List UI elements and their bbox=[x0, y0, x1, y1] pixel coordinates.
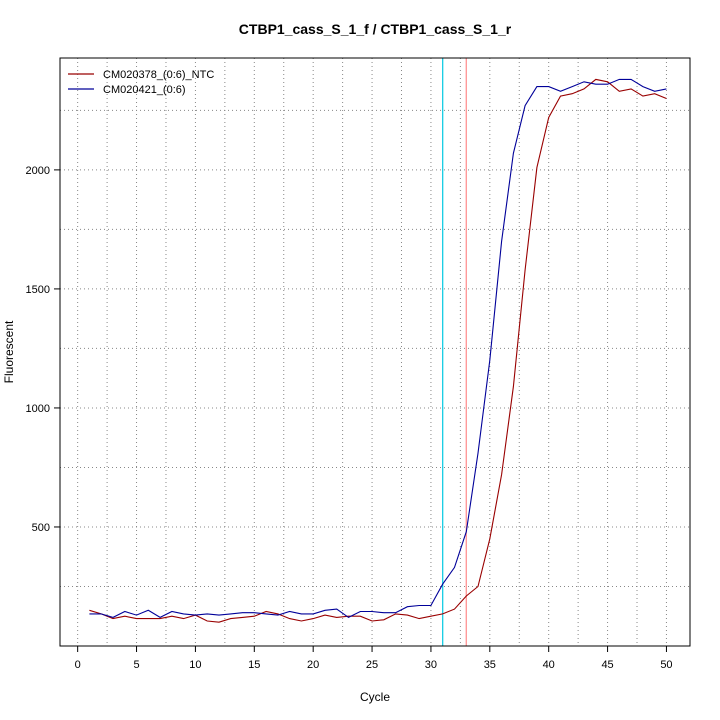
x-tick-label: 5 bbox=[133, 659, 139, 671]
x-tick-label: 45 bbox=[601, 659, 613, 671]
chart-title: CTBP1_cass_S_1_f / CTBP1_cass_S_1_r bbox=[239, 21, 512, 37]
series-line bbox=[89, 78, 667, 623]
x-axis: 0 5 10 15 20 25 30 35 40 45 50 bbox=[75, 646, 673, 671]
x-tick-label: 15 bbox=[248, 659, 260, 671]
x-tick-label: 40 bbox=[543, 659, 555, 671]
x-tick-label: 35 bbox=[484, 659, 496, 671]
series-line bbox=[89, 78, 667, 619]
x-tick-label: 50 bbox=[660, 659, 672, 671]
y-axis-label: Fluorescent bbox=[2, 320, 16, 383]
x-tick-label: 25 bbox=[366, 659, 378, 671]
x-tick-label: 0 bbox=[75, 659, 81, 671]
x-tick-label: 30 bbox=[425, 659, 437, 671]
series-group bbox=[89, 78, 667, 623]
y-tick-label: 2000 bbox=[26, 165, 50, 177]
legend: CM020378_(0:6)_NTC CM020421_(0:6) bbox=[68, 69, 214, 96]
y-tick-label: 1500 bbox=[26, 284, 50, 296]
y-axis: 500 1000 1500 2000 bbox=[26, 165, 60, 534]
plot-frame bbox=[59, 57, 691, 647]
x-tick-label: 20 bbox=[307, 659, 319, 671]
grid bbox=[60, 58, 690, 646]
y-tick-label: 500 bbox=[32, 522, 50, 534]
legend-label: CM020378_(0:6)_NTC bbox=[103, 69, 214, 81]
y-tick-label: 1000 bbox=[26, 403, 50, 415]
threshold-lines bbox=[442, 58, 467, 646]
x-axis-label: Cycle bbox=[360, 690, 390, 704]
legend-label: CM020421_(0:6) bbox=[103, 84, 186, 96]
x-tick-label: 10 bbox=[189, 659, 201, 671]
